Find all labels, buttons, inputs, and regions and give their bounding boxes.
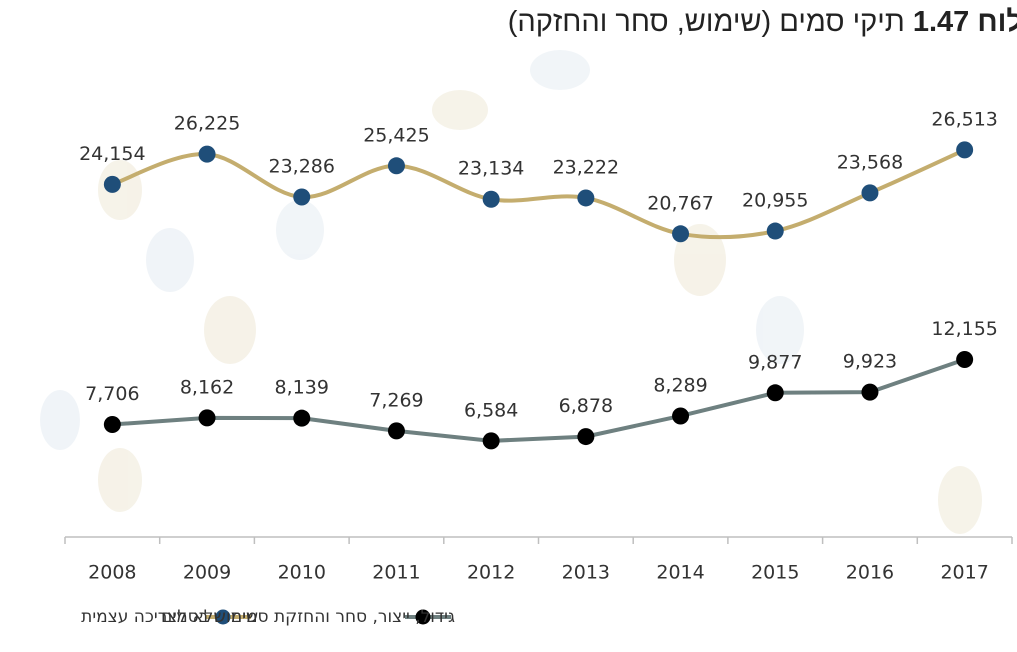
data-label: 26,513 bbox=[931, 108, 997, 130]
data-point bbox=[388, 422, 405, 439]
table-number: לוח 1.47 bbox=[913, 6, 1017, 38]
x-tick-label: 2015 bbox=[751, 562, 799, 584]
x-tick-label: 2016 bbox=[846, 562, 894, 584]
data-point bbox=[956, 351, 973, 368]
data-point bbox=[104, 416, 121, 433]
data-point bbox=[483, 432, 500, 449]
data-point bbox=[199, 146, 216, 163]
chart: 2008 2009 2010 2011 2012 2013 2014 2015 2016 2017… bbox=[0, 0, 1017, 652]
data-label: 20,955 bbox=[742, 190, 808, 212]
data-label: 7,706 bbox=[85, 383, 139, 405]
x-tick-label: 2013 bbox=[562, 562, 610, 584]
data-label: 23,222 bbox=[553, 156, 619, 178]
data-point bbox=[199, 409, 216, 426]
data-label: 25,425 bbox=[363, 124, 429, 146]
data-label: 8,289 bbox=[653, 374, 707, 396]
title-text: תיקי סמים (שימוש, סחר והחזקה) bbox=[508, 6, 905, 38]
x-tick-label: 2010 bbox=[278, 562, 326, 584]
legend-label: גידול, ייצור, סחר והחזקת סמים שלא לצריכה… bbox=[81, 607, 455, 627]
data-label: 7,269 bbox=[369, 389, 423, 411]
data-label: 6,584 bbox=[464, 399, 518, 421]
data-label: 6,878 bbox=[559, 395, 613, 417]
data-point bbox=[577, 428, 594, 445]
x-tick-label: 2011 bbox=[372, 562, 420, 584]
chart-title: לוח 1.47 תיקי סמים (שימוש, סחר והחזקה) bbox=[508, 6, 1017, 39]
data-point bbox=[577, 189, 594, 206]
x-tick-label: 2017 bbox=[940, 562, 988, 584]
x-tick-label: 2009 bbox=[183, 562, 231, 584]
data-label: 12,155 bbox=[931, 318, 997, 340]
page: 2008 2009 2010 2011 2012 2013 2014 2015 2016 2017… bbox=[0, 0, 1017, 652]
data-label: 8,162 bbox=[180, 376, 234, 398]
data-point bbox=[861, 384, 878, 401]
data-point bbox=[767, 384, 784, 401]
data-label: 9,923 bbox=[843, 351, 897, 373]
data-point bbox=[293, 189, 310, 206]
data-point bbox=[861, 184, 878, 201]
data-point bbox=[388, 157, 405, 174]
x-tick-label: 2012 bbox=[467, 562, 515, 584]
data-label: 9,877 bbox=[748, 351, 802, 373]
data-point bbox=[672, 407, 689, 424]
data-point bbox=[767, 223, 784, 240]
data-label: 23,134 bbox=[458, 158, 524, 180]
data-label: 23,568 bbox=[837, 151, 903, 173]
data-point bbox=[293, 410, 310, 427]
x-tick-label: 2008 bbox=[88, 562, 136, 584]
data-label: 8,139 bbox=[275, 377, 329, 399]
data-label: 23,286 bbox=[269, 156, 335, 178]
data-label: 20,767 bbox=[647, 192, 713, 214]
data-point bbox=[672, 225, 689, 242]
data-point bbox=[104, 176, 121, 193]
series-line bbox=[112, 360, 964, 441]
x-tick-label: 2014 bbox=[656, 562, 704, 584]
data-label: 26,225 bbox=[174, 113, 240, 135]
data-point bbox=[483, 191, 500, 208]
data-label: 24,154 bbox=[79, 143, 145, 165]
data-point bbox=[956, 141, 973, 158]
